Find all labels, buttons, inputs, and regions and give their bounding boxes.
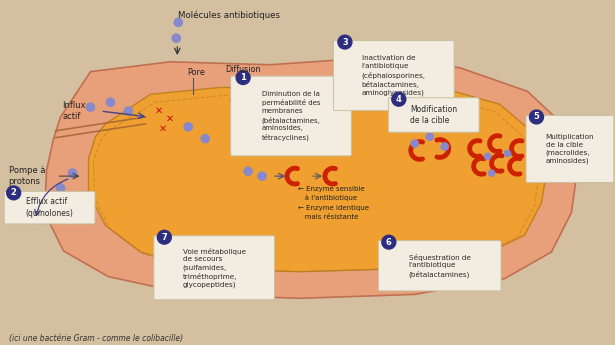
FancyBboxPatch shape <box>154 236 274 300</box>
Text: ← Enzyme sensible: ← Enzyme sensible <box>298 186 365 192</box>
FancyBboxPatch shape <box>231 76 351 156</box>
Text: 7: 7 <box>162 233 167 242</box>
Text: Diminution de la
perméabilité des
membranes
(bétalactamines,
aminosides,
tétracy: Diminution de la perméabilité des membra… <box>261 91 320 141</box>
Text: Modification
de la cible: Modification de la cible <box>410 105 458 125</box>
Circle shape <box>124 107 133 116</box>
Circle shape <box>56 184 65 193</box>
Circle shape <box>504 150 511 157</box>
Circle shape <box>184 122 192 131</box>
Circle shape <box>244 167 253 176</box>
Circle shape <box>34 215 43 224</box>
Circle shape <box>86 103 95 111</box>
Text: ✕: ✕ <box>159 124 167 134</box>
Text: 6: 6 <box>386 238 392 247</box>
Text: Pore: Pore <box>188 68 205 77</box>
Circle shape <box>236 71 250 85</box>
Text: Influx
actif: Influx actif <box>63 101 86 121</box>
Circle shape <box>157 230 172 244</box>
Text: Multiplication
de la cible
(macrolides,
aminosides): Multiplication de la cible (macrolides, … <box>546 134 594 164</box>
Text: Séquestration de
l'antibiotique
(bétalactamines): Séquestration de l'antibiotique (bétalac… <box>409 254 470 278</box>
Text: Diffusion: Diffusion <box>225 65 261 74</box>
Circle shape <box>530 110 544 124</box>
Circle shape <box>382 235 396 249</box>
Text: (ici une bactérie Gram - comme le colibacille): (ici une bactérie Gram - comme le coliba… <box>9 334 183 343</box>
FancyBboxPatch shape <box>4 191 95 224</box>
Circle shape <box>441 142 449 150</box>
FancyBboxPatch shape <box>333 41 454 111</box>
Circle shape <box>426 133 434 141</box>
Circle shape <box>488 170 495 177</box>
Text: à l'antibiotique: à l'antibiotique <box>298 195 357 201</box>
Text: 3: 3 <box>342 38 348 47</box>
Circle shape <box>7 186 21 200</box>
Polygon shape <box>45 58 577 298</box>
Circle shape <box>338 35 352 49</box>
Text: 1: 1 <box>240 73 246 82</box>
Text: ← Enzyme identique: ← Enzyme identique <box>298 205 369 211</box>
Text: 2: 2 <box>10 188 17 197</box>
Text: 4: 4 <box>396 95 402 104</box>
Circle shape <box>106 98 115 107</box>
Text: Efflux actif
(quinolones): Efflux actif (quinolones) <box>26 197 74 218</box>
Text: mais résistante: mais résistante <box>298 214 359 219</box>
Text: ✕: ✕ <box>154 106 162 116</box>
Text: ✕: ✕ <box>166 114 175 124</box>
Circle shape <box>484 153 491 160</box>
Polygon shape <box>89 81 547 272</box>
FancyBboxPatch shape <box>526 116 614 183</box>
Circle shape <box>174 18 183 27</box>
Circle shape <box>68 169 77 178</box>
FancyBboxPatch shape <box>388 98 479 132</box>
Circle shape <box>411 140 419 148</box>
Circle shape <box>200 134 210 143</box>
FancyBboxPatch shape <box>378 241 501 291</box>
Text: 5: 5 <box>534 112 539 121</box>
Text: Voie métabolique
de secours
(sulfamides,
triméthoprime,
glycopeptides): Voie métabolique de secours (sulfamides,… <box>183 248 246 288</box>
Text: Pompe à
protons: Pompe à protons <box>9 166 45 186</box>
Circle shape <box>172 34 181 42</box>
Circle shape <box>258 172 266 180</box>
Text: Inactivation de
l'antibiotique
(céphalosporines,
bétalactamines,
aminoglycosides: Inactivation de l'antibiotique (céphalos… <box>362 55 426 96</box>
Circle shape <box>44 200 53 209</box>
Text: Molécules antibiotiques: Molécules antibiotiques <box>178 11 280 20</box>
Circle shape <box>392 92 406 106</box>
